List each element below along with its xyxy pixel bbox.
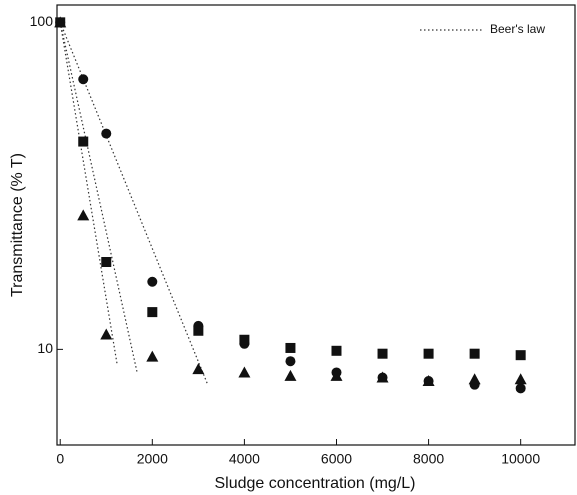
circle-marker xyxy=(101,128,112,139)
x-tick-label: 8000 xyxy=(413,451,444,467)
circle-marker xyxy=(147,276,158,287)
triangle-marker xyxy=(468,373,481,385)
triangle-marker xyxy=(54,16,67,28)
triangle-marker xyxy=(77,209,90,221)
square-marker xyxy=(331,345,342,356)
circle-marker xyxy=(78,74,89,85)
plot-frame xyxy=(56,4,576,446)
square-marker xyxy=(147,307,158,318)
x-tick-label: 10000 xyxy=(501,451,540,467)
circle-marker xyxy=(515,383,526,394)
y-axis-label: Transmittance (% T) xyxy=(9,153,26,297)
legend-label: Beer's law xyxy=(490,22,545,36)
triangle-marker xyxy=(376,371,389,383)
square-marker xyxy=(377,348,388,359)
square-marker xyxy=(78,136,89,147)
triangle-marker xyxy=(514,373,527,385)
triangle-marker xyxy=(192,363,205,375)
x-tick-label: 0 xyxy=(56,451,64,467)
triangle-marker xyxy=(238,366,251,378)
triangle-marker xyxy=(330,369,343,381)
square-marker xyxy=(515,350,526,361)
square-marker xyxy=(239,334,250,345)
square-marker xyxy=(193,325,204,336)
x-axis-label: Sludge concentration (mg/L) xyxy=(215,475,416,492)
triangle-marker xyxy=(284,369,297,381)
circle-marker xyxy=(285,356,296,367)
triangle-marker xyxy=(100,328,113,340)
x-tick-label: 2000 xyxy=(137,451,168,467)
y-tick-label: 100 xyxy=(30,13,54,29)
square-marker xyxy=(469,348,480,359)
triangle-marker xyxy=(146,350,159,362)
square-marker xyxy=(423,348,434,359)
x-tick-label: 4000 xyxy=(229,451,260,467)
square-marker xyxy=(101,257,112,268)
beers-law-line xyxy=(59,22,138,373)
square-marker xyxy=(285,342,296,353)
y-tick-label: 10 xyxy=(37,340,53,356)
x-tick-label: 6000 xyxy=(321,451,352,467)
triangle-marker xyxy=(422,375,435,387)
beers-law-line xyxy=(59,22,118,365)
